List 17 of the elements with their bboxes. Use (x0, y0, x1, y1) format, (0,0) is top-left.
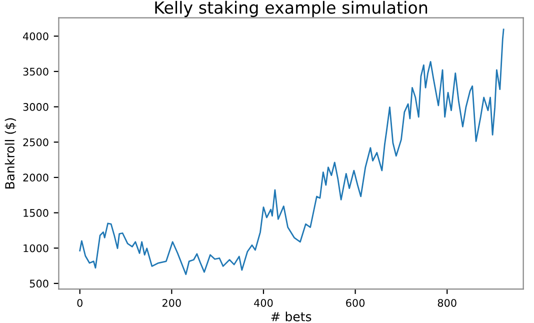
x-axis-title: # bets (271, 312, 312, 322)
y-axis-title: Bankroll ($) (4, 118, 16, 188)
x-tick-label: 800 (438, 298, 456, 307)
y-tick-label: 500 (30, 280, 48, 288)
y-tick-label: 1000 (24, 244, 48, 252)
x-tick-label: 400 (254, 298, 273, 307)
chart-title: Kelly staking example simulation (155, 0, 428, 18)
y-tick-label: 2500 (23, 138, 48, 146)
x-tick-label: 200 (162, 298, 181, 307)
y-tick-label: 4000 (23, 32, 48, 40)
y-tick-label: 1500 (24, 209, 48, 217)
x-tick-label: 0 (77, 298, 82, 307)
x-tick-label: 600 (346, 298, 365, 307)
line-series (79, 28, 504, 276)
y-tick-label: 2000 (23, 174, 48, 182)
y-tick-label: 3500 (23, 68, 48, 76)
y-tick-label: 3000 (23, 103, 48, 111)
